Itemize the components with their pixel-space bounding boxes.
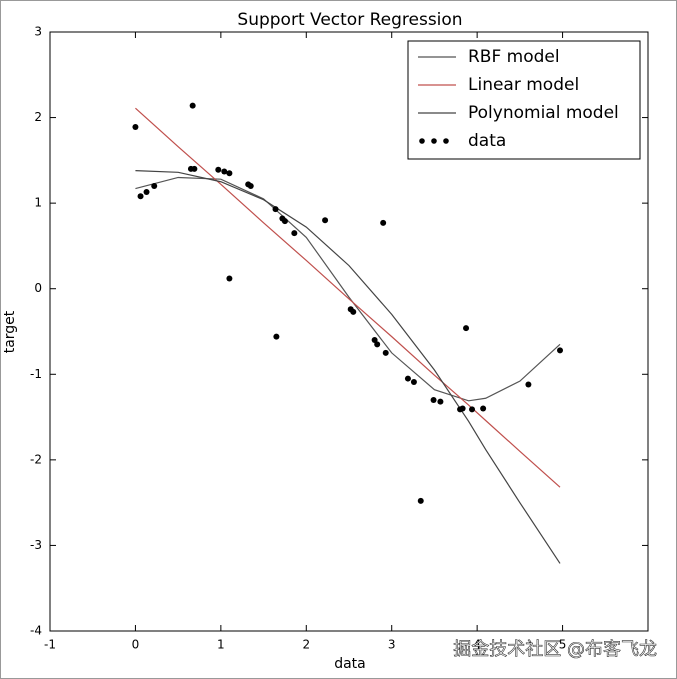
data-point xyxy=(469,406,476,413)
data-point xyxy=(463,325,470,332)
data-point xyxy=(191,165,198,172)
data-point xyxy=(273,333,280,340)
data-point xyxy=(322,217,329,224)
data-point xyxy=(430,396,437,403)
y-tick-label: 1 xyxy=(34,196,42,210)
data-point xyxy=(480,405,487,412)
y-tick-label: -2 xyxy=(30,452,42,466)
data-point xyxy=(132,123,139,130)
x-tick-label: 3 xyxy=(388,638,396,652)
y-tick-label: 3 xyxy=(34,25,42,39)
data-point xyxy=(291,230,298,237)
y-tick-label: -4 xyxy=(30,624,42,638)
legend-label: Linear model xyxy=(468,75,579,95)
data-point xyxy=(272,206,279,213)
data-point xyxy=(525,381,532,388)
model-line xyxy=(135,170,561,564)
legend-label: Polynomial model xyxy=(468,103,619,123)
data-point xyxy=(374,341,381,348)
data-point xyxy=(226,275,233,282)
data-point xyxy=(226,170,233,177)
data-point xyxy=(215,166,222,173)
legend-marker xyxy=(443,138,449,144)
data-point xyxy=(189,102,196,109)
legend-marker xyxy=(431,138,437,144)
x-tick-label: 4 xyxy=(473,638,481,652)
y-tick-label: -3 xyxy=(30,538,42,552)
x-tick-label: 0 xyxy=(132,638,140,652)
legend-marker xyxy=(419,138,425,144)
data-point xyxy=(404,375,411,382)
data-point xyxy=(382,349,389,356)
watermark: 掘金技术社区 @布客飞龙 xyxy=(453,639,657,660)
data-point xyxy=(143,189,150,196)
data-point xyxy=(221,168,228,175)
y-tick-label: 2 xyxy=(34,110,42,124)
data-point xyxy=(417,497,424,504)
plot-frame xyxy=(49,31,649,632)
legend-label: RBF model xyxy=(468,47,560,67)
model-line xyxy=(135,107,561,488)
x-tick-label: -1 xyxy=(44,638,56,652)
x-tick-label: 1 xyxy=(217,638,225,652)
legend-label: data xyxy=(468,131,506,151)
chart-title: Support Vector Regression xyxy=(237,10,462,30)
data-point xyxy=(380,219,387,226)
x-tick-label: 5 xyxy=(559,638,567,652)
y-axis-label: target xyxy=(2,310,18,353)
data-point xyxy=(437,398,444,405)
data-point xyxy=(557,347,564,354)
y-tick-label: -1 xyxy=(30,367,42,381)
data-point xyxy=(137,193,144,200)
x-tick-label: 2 xyxy=(302,638,310,652)
data-point xyxy=(459,405,466,412)
x-axis-label: data xyxy=(334,656,366,672)
data-point xyxy=(247,183,254,190)
data-point xyxy=(410,378,417,385)
data-point xyxy=(151,183,158,190)
y-tick-label: 0 xyxy=(34,281,42,295)
model-line xyxy=(135,176,561,402)
data-point xyxy=(281,218,288,225)
data-point xyxy=(350,308,357,315)
